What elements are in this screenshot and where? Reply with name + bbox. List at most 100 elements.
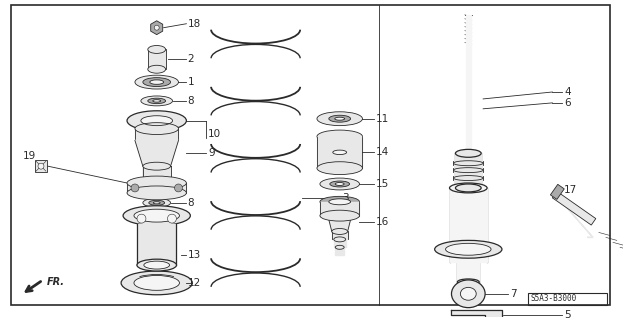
Text: 15: 15 bbox=[376, 179, 389, 189]
Ellipse shape bbox=[127, 111, 187, 131]
Text: 6: 6 bbox=[564, 98, 571, 108]
Ellipse shape bbox=[121, 271, 192, 295]
Polygon shape bbox=[552, 198, 593, 237]
Ellipse shape bbox=[149, 200, 165, 205]
Ellipse shape bbox=[153, 202, 160, 204]
Polygon shape bbox=[334, 239, 346, 247]
Text: 16: 16 bbox=[376, 217, 389, 227]
Ellipse shape bbox=[317, 112, 362, 126]
Text: 9: 9 bbox=[208, 148, 215, 158]
Text: 19: 19 bbox=[23, 151, 36, 161]
Ellipse shape bbox=[148, 65, 166, 73]
Polygon shape bbox=[127, 183, 187, 193]
Ellipse shape bbox=[453, 176, 483, 180]
Ellipse shape bbox=[335, 117, 345, 120]
Ellipse shape bbox=[123, 206, 190, 226]
Text: 3: 3 bbox=[342, 193, 348, 203]
Ellipse shape bbox=[134, 209, 180, 222]
Polygon shape bbox=[451, 310, 502, 319]
Polygon shape bbox=[135, 140, 178, 183]
Text: 18: 18 bbox=[187, 19, 200, 29]
Ellipse shape bbox=[449, 183, 487, 193]
Polygon shape bbox=[458, 282, 479, 289]
Text: 8: 8 bbox=[187, 198, 194, 208]
Polygon shape bbox=[458, 257, 479, 282]
Ellipse shape bbox=[330, 181, 349, 187]
Circle shape bbox=[131, 184, 139, 192]
Ellipse shape bbox=[148, 45, 166, 53]
Circle shape bbox=[137, 214, 146, 223]
Polygon shape bbox=[456, 153, 481, 188]
Bar bbox=[552, 191, 596, 225]
Polygon shape bbox=[449, 188, 487, 262]
Ellipse shape bbox=[332, 228, 347, 235]
Ellipse shape bbox=[460, 287, 476, 300]
Ellipse shape bbox=[150, 80, 163, 84]
Polygon shape bbox=[336, 247, 344, 255]
Ellipse shape bbox=[317, 162, 362, 175]
Ellipse shape bbox=[127, 186, 187, 200]
Text: 7: 7 bbox=[510, 289, 516, 299]
Polygon shape bbox=[317, 137, 362, 168]
Circle shape bbox=[168, 214, 177, 223]
Ellipse shape bbox=[434, 240, 502, 258]
Text: 13: 13 bbox=[187, 250, 200, 260]
Ellipse shape bbox=[453, 168, 483, 172]
Text: 10: 10 bbox=[208, 129, 221, 139]
Polygon shape bbox=[320, 202, 359, 216]
Bar bbox=[550, 184, 564, 199]
Bar bbox=[148, 50, 166, 69]
Polygon shape bbox=[449, 254, 487, 257]
Ellipse shape bbox=[456, 184, 481, 192]
Text: 14: 14 bbox=[376, 147, 389, 157]
Polygon shape bbox=[135, 129, 178, 140]
Ellipse shape bbox=[329, 199, 351, 205]
Polygon shape bbox=[332, 231, 347, 239]
Ellipse shape bbox=[317, 130, 362, 143]
Ellipse shape bbox=[127, 176, 187, 190]
Ellipse shape bbox=[453, 161, 483, 166]
Polygon shape bbox=[137, 224, 177, 265]
Text: 5: 5 bbox=[564, 309, 571, 320]
Text: 8: 8 bbox=[187, 96, 194, 106]
Ellipse shape bbox=[320, 196, 359, 207]
Bar bbox=[528, 293, 607, 305]
Ellipse shape bbox=[456, 149, 481, 157]
Text: FR.: FR. bbox=[47, 277, 65, 287]
Circle shape bbox=[38, 163, 44, 169]
Ellipse shape bbox=[458, 279, 479, 285]
FancyBboxPatch shape bbox=[35, 160, 47, 172]
Ellipse shape bbox=[334, 237, 346, 242]
Ellipse shape bbox=[336, 182, 344, 186]
Text: S5A3-B3000: S5A3-B3000 bbox=[531, 294, 577, 303]
Ellipse shape bbox=[137, 259, 177, 271]
Ellipse shape bbox=[148, 98, 166, 104]
Text: 12: 12 bbox=[187, 278, 200, 288]
Text: 11: 11 bbox=[376, 114, 389, 124]
Ellipse shape bbox=[336, 245, 344, 249]
Circle shape bbox=[154, 25, 159, 30]
Text: 1: 1 bbox=[187, 77, 194, 87]
Ellipse shape bbox=[143, 198, 170, 207]
Ellipse shape bbox=[143, 162, 170, 170]
Text: 17: 17 bbox=[564, 185, 578, 195]
Text: 2: 2 bbox=[187, 54, 194, 64]
Ellipse shape bbox=[135, 123, 178, 134]
Ellipse shape bbox=[320, 210, 359, 221]
Ellipse shape bbox=[143, 78, 170, 86]
Ellipse shape bbox=[446, 243, 491, 255]
Ellipse shape bbox=[451, 280, 485, 308]
Ellipse shape bbox=[153, 100, 161, 102]
Ellipse shape bbox=[329, 115, 351, 122]
Ellipse shape bbox=[320, 178, 359, 190]
Polygon shape bbox=[466, 15, 471, 237]
Text: 4: 4 bbox=[564, 87, 571, 97]
Ellipse shape bbox=[141, 96, 173, 106]
Ellipse shape bbox=[144, 261, 170, 269]
Polygon shape bbox=[328, 216, 352, 231]
Ellipse shape bbox=[333, 150, 347, 155]
Circle shape bbox=[175, 184, 182, 192]
Ellipse shape bbox=[134, 276, 180, 290]
Ellipse shape bbox=[141, 116, 173, 126]
Ellipse shape bbox=[135, 75, 178, 89]
